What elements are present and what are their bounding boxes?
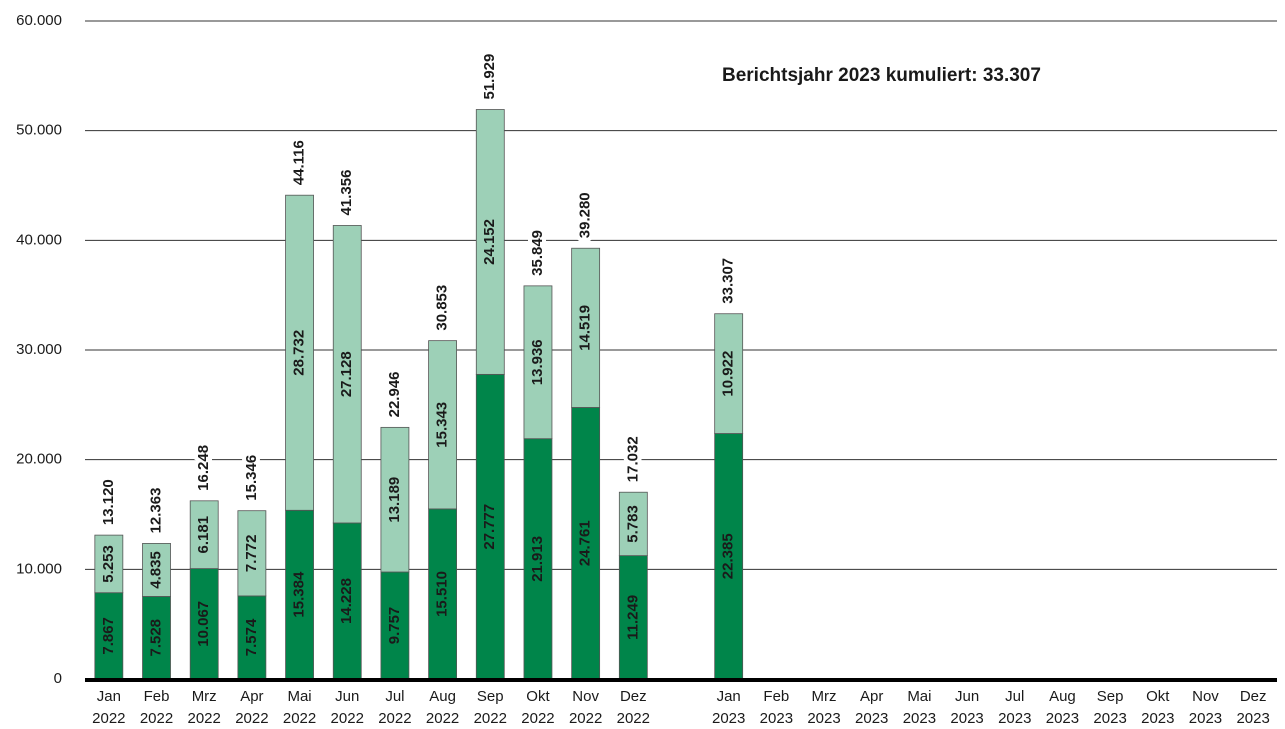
- segment-label: 5.783: [624, 505, 641, 543]
- bar-segment: [714, 313, 744, 434]
- bar-segment: [189, 500, 219, 569]
- x-tick-label: Jan 2022: [92, 688, 125, 727]
- segment-label: 11.249: [624, 595, 641, 640]
- y-tick-label: 40.000: [16, 231, 62, 248]
- total-label: 41.356: [338, 170, 355, 216]
- bar-segment: [237, 510, 267, 597]
- total-label: 16.248: [195, 445, 212, 491]
- y-tick-label: 10.000: [16, 560, 62, 577]
- x-tick-label: Feb 2023: [760, 688, 793, 727]
- y-tick-label: 30.000: [16, 341, 62, 358]
- total-label: 22.946: [386, 371, 403, 417]
- x-tick-label: Jun 2023: [950, 688, 983, 727]
- bar-segment: [285, 194, 314, 511]
- segment-label: 4.835: [147, 551, 164, 589]
- x-tick-label: Sep 2023: [1093, 688, 1126, 727]
- x-tick-label: Okt 2022: [521, 688, 554, 727]
- x-tick-label: Nov 2023: [1189, 688, 1222, 727]
- bar-segment: [618, 491, 648, 557]
- y-tick-label: 20.000: [16, 451, 62, 468]
- segment-label: 14.228: [338, 578, 355, 624]
- y-tick-label: 0: [54, 670, 62, 687]
- bar-segment: [142, 543, 171, 597]
- segment-label: 24.761: [577, 520, 594, 566]
- segment-label: 7.528: [147, 619, 164, 657]
- segment-label: 10.922: [720, 351, 737, 397]
- segment-label: 24.152: [481, 219, 498, 265]
- bar-segment: [380, 426, 410, 573]
- segment-label: 22.385: [720, 533, 737, 579]
- bar-segment: [475, 373, 505, 680]
- x-tick-label: Mai 2022: [283, 688, 316, 727]
- x-tick-label: Aug 2023: [1046, 688, 1079, 727]
- x-tick-label: Dez 2023: [1236, 688, 1269, 727]
- segment-label: 14.519: [577, 305, 594, 351]
- segment-label: 6.181: [195, 516, 212, 554]
- segment-label: 21.913: [529, 536, 546, 582]
- bar-segment: [571, 407, 601, 680]
- bar-segment: [332, 225, 362, 524]
- bar-segment: [618, 555, 648, 680]
- segment-label: 7.867: [100, 617, 117, 655]
- segment-label: 9.757: [386, 607, 403, 645]
- x-tick-label: Sep 2022: [474, 688, 507, 727]
- y-tick-label: 60.000: [16, 12, 62, 29]
- x-tick-label: Apr 2023: [855, 688, 888, 727]
- x-tick-label: Aug 2022: [426, 688, 459, 727]
- segment-label: 27.128: [338, 351, 355, 397]
- x-tick-label: Nov 2022: [569, 688, 602, 727]
- total-label: 30.853: [434, 285, 451, 331]
- total-label: 35.849: [529, 230, 546, 276]
- segment-label: 13.936: [529, 339, 546, 385]
- total-label: 39.280: [577, 192, 594, 238]
- bar-segment: [428, 340, 458, 510]
- x-tick-label: Jan 2023: [712, 688, 745, 727]
- bar-segment: [475, 109, 505, 375]
- total-label: 17.032: [624, 436, 641, 482]
- bar-segment: [380, 571, 410, 680]
- segment-label: 15.510: [434, 571, 451, 617]
- segment-label: 15.384: [291, 571, 308, 618]
- bar-segment: [428, 508, 458, 680]
- x-tick-label: Mrz 2023: [807, 688, 840, 727]
- bar-segment: [523, 438, 553, 680]
- bar-segment: [94, 534, 124, 594]
- total-label: 13.120: [100, 479, 117, 525]
- x-tick-label: Mrz 2022: [188, 688, 221, 727]
- segment-label: 10.067: [195, 601, 212, 647]
- x-tick-label: Jul 2023: [998, 688, 1031, 727]
- total-label: 15.346: [243, 455, 260, 501]
- x-tick-label: Dez 2022: [617, 688, 650, 727]
- x-tick-label: Mai 2023: [903, 688, 936, 727]
- bar-segment: [523, 285, 553, 440]
- annotation: Berichtsjahr 2023 kumuliert: 33.307: [722, 65, 1041, 86]
- segment-label: 7.574: [243, 618, 260, 656]
- segment-label: 13.189: [386, 477, 403, 523]
- x-tick-label: Jun 2022: [331, 688, 364, 727]
- segment-label: 7.772: [243, 535, 260, 573]
- bar-segment: [189, 568, 219, 680]
- x-tick-label: Jul 2022: [378, 688, 411, 727]
- x-tick-label: Apr 2022: [235, 688, 268, 727]
- segment-label: 5.253: [100, 545, 117, 583]
- total-label: 12.363: [147, 488, 164, 534]
- bar-segment: [571, 247, 601, 408]
- total-label: 44.116: [291, 140, 308, 185]
- bar-segment: [142, 596, 171, 680]
- bar-segment: [332, 522, 362, 680]
- x-tick-label: Okt 2023: [1141, 688, 1174, 727]
- grid: [85, 20, 1277, 680]
- segment-label: 15.343: [434, 402, 451, 448]
- y-tick-label: 50.000: [16, 122, 62, 139]
- total-label: 51.929: [481, 54, 498, 100]
- segment-label: 28.732: [291, 330, 308, 376]
- segment-label: 27.777: [481, 504, 498, 550]
- total-label: 33.307: [720, 258, 737, 304]
- bar-segment: [237, 595, 267, 680]
- x-tick-label: Feb 2022: [140, 688, 173, 727]
